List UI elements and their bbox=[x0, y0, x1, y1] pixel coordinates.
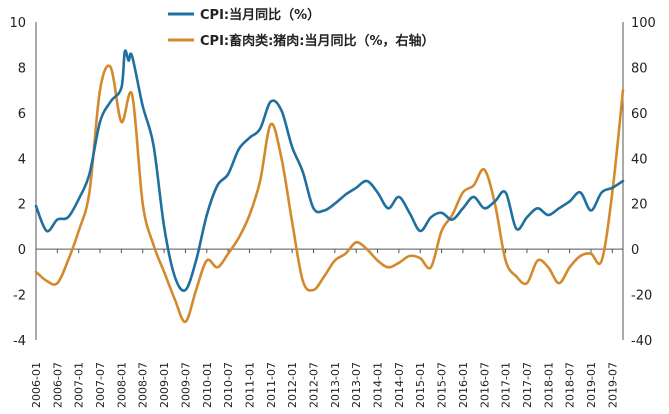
legend-label-pork: CPI:畜肉类:猪肉:当月同比（%，右轴） bbox=[200, 33, 435, 49]
y-right-tick-label: 60 bbox=[631, 107, 648, 122]
y-left-tick-label: 0 bbox=[18, 243, 26, 258]
x-tick-label: 2013-01 bbox=[329, 362, 342, 408]
y-axis-right-ticks: -40 -20 0 20 40 60 80 100 bbox=[631, 16, 656, 349]
x-tick-label: 2011-07 bbox=[265, 362, 278, 408]
x-tick-label: 2015-01 bbox=[414, 362, 427, 408]
x-tick-label: 2009-01 bbox=[158, 362, 171, 408]
x-tick-label: 2008-01 bbox=[115, 362, 128, 408]
y-left-tick-label: 6 bbox=[18, 107, 26, 122]
y-right-tick-label: 20 bbox=[631, 198, 648, 213]
y-left-tick-label: -2 bbox=[13, 289, 26, 304]
x-tick-label: 2019-01 bbox=[585, 362, 598, 408]
y-left-tick-label: 10 bbox=[9, 16, 26, 31]
series-lines bbox=[34, 49, 625, 324]
x-tick-label: 2010-01 bbox=[201, 362, 214, 408]
x-tick-label: 2009-07 bbox=[179, 362, 192, 408]
x-tick-label: 2019-07 bbox=[606, 362, 619, 408]
x-tick-label: 2011-01 bbox=[243, 362, 256, 408]
x-tick-label: 2014-07 bbox=[393, 362, 406, 408]
y-left-tick-label: -4 bbox=[13, 334, 26, 349]
y-right-tick-label: 80 bbox=[631, 61, 648, 76]
y-axis-left-ticks: -4 -2 0 2 4 6 8 10 bbox=[9, 16, 26, 349]
series-line-pork bbox=[34, 64, 625, 324]
x-tick-label: 2014-01 bbox=[372, 362, 385, 408]
x-tick-label: 2006-07 bbox=[51, 362, 64, 408]
x-tick-label: 2018-01 bbox=[542, 362, 555, 408]
series-line-cpi bbox=[34, 49, 625, 292]
x-tick-label: 2015-07 bbox=[436, 362, 449, 408]
x-tick-label: 2010-07 bbox=[222, 362, 235, 408]
x-tick-label: 2017-07 bbox=[521, 362, 534, 408]
x-axis-ticks: 2006-01 2006-07 2007-01 2007-07 2008-01 2008-… bbox=[30, 249, 619, 408]
x-tick-label: 2007-01 bbox=[73, 362, 86, 408]
y-right-tick-label: 100 bbox=[631, 16, 656, 31]
x-tick-label: 2016-01 bbox=[457, 362, 470, 408]
x-tick-label: 2006-01 bbox=[30, 362, 43, 408]
x-tick-label: 2018-07 bbox=[564, 362, 577, 408]
x-tick-label: 2012-07 bbox=[307, 362, 320, 408]
x-tick-label: 2008-07 bbox=[137, 362, 150, 408]
x-tick-label: 2012-01 bbox=[286, 362, 299, 408]
x-tick-label: 2013-07 bbox=[350, 362, 363, 408]
y-right-tick-label: -20 bbox=[631, 289, 652, 304]
legend-label-cpi: CPI:当月同比（%） bbox=[200, 7, 320, 23]
y-left-tick-label: 2 bbox=[18, 198, 26, 213]
x-tick-label: 2017-01 bbox=[500, 362, 513, 408]
x-tick-label: 2007-07 bbox=[94, 362, 107, 408]
y-right-tick-label: 40 bbox=[631, 152, 648, 167]
legend: CPI:当月同比（%） CPI:畜肉类:猪肉:当月同比（%，右轴） bbox=[168, 7, 435, 49]
y-left-tick-label: 4 bbox=[18, 152, 26, 167]
x-tick-label: 2016-07 bbox=[478, 362, 491, 408]
y-left-tick-label: 8 bbox=[18, 61, 26, 76]
y-right-tick-label: -40 bbox=[631, 334, 652, 349]
y-right-tick-label: 0 bbox=[631, 243, 639, 258]
